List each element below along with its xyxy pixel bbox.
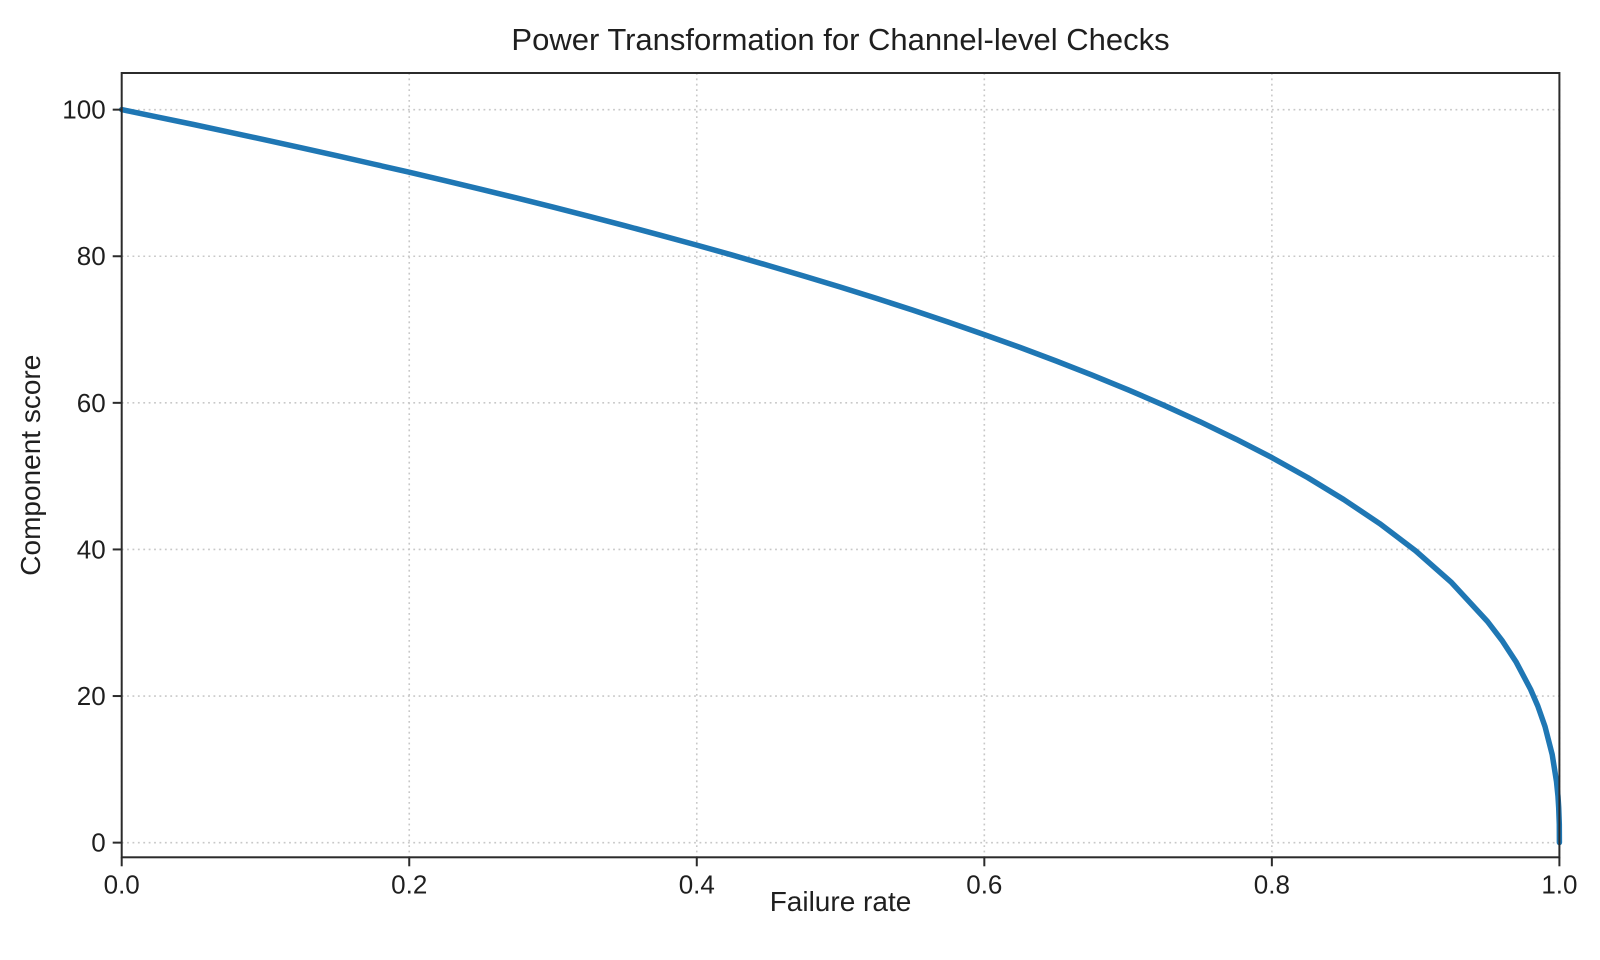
data-curve-layer	[118, 106, 1563, 846]
grid-lines	[120, 73, 1561, 858]
chart-line	[118, 106, 1563, 846]
y-tick-label: 80	[77, 241, 106, 271]
y-tick-label: 100	[62, 95, 105, 125]
x-tick-label: 0.0	[104, 869, 140, 899]
tick-marks	[112, 108, 1561, 867]
x-tick-label: 0.4	[679, 869, 715, 899]
x-axis-label: Failure rate	[770, 886, 912, 917]
x-tick-label: 1.0	[1541, 869, 1577, 899]
y-tick-label: 0	[91, 828, 105, 858]
y-tick-label: 20	[77, 681, 106, 711]
tick-labels: 0.0 0.2 0.4 0.6 0.8 1.0 0 20 40 60 80 100	[62, 95, 1577, 900]
y-tick-label: 40	[77, 534, 106, 564]
y-axis-label: Component score	[15, 355, 46, 576]
y-tick-label: 60	[77, 388, 106, 418]
axes-frame	[120, 72, 1561, 859]
x-tick-label: 0.8	[1254, 869, 1290, 899]
x-tick-label: 0.6	[966, 869, 1002, 899]
x-tick-label: 0.2	[391, 869, 427, 899]
chart-title: Power Transformation for Channel-level C…	[511, 22, 1169, 57]
